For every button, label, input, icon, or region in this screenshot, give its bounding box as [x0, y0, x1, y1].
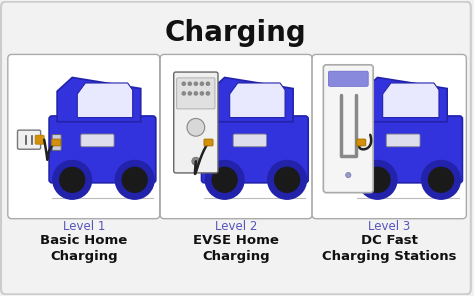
- Polygon shape: [230, 83, 285, 118]
- Circle shape: [422, 160, 460, 199]
- Circle shape: [60, 167, 85, 192]
- Circle shape: [358, 160, 397, 199]
- FancyBboxPatch shape: [173, 72, 218, 173]
- FancyBboxPatch shape: [233, 134, 266, 147]
- Polygon shape: [210, 78, 293, 122]
- Polygon shape: [362, 78, 447, 122]
- FancyBboxPatch shape: [204, 139, 213, 146]
- Circle shape: [428, 167, 454, 192]
- Circle shape: [268, 160, 307, 199]
- FancyBboxPatch shape: [201, 116, 308, 183]
- Circle shape: [188, 82, 191, 85]
- FancyBboxPatch shape: [52, 135, 61, 150]
- Text: EVSE Home
Charging: EVSE Home Charging: [193, 234, 279, 263]
- Text: Charging: Charging: [165, 19, 307, 46]
- FancyBboxPatch shape: [52, 139, 61, 146]
- FancyBboxPatch shape: [354, 116, 463, 183]
- Text: Level 2: Level 2: [215, 220, 257, 233]
- Text: Level 1: Level 1: [63, 220, 105, 233]
- Polygon shape: [77, 83, 133, 118]
- Circle shape: [192, 157, 200, 165]
- Circle shape: [274, 167, 300, 192]
- FancyBboxPatch shape: [357, 135, 366, 150]
- Circle shape: [206, 92, 210, 95]
- Circle shape: [194, 82, 198, 85]
- FancyBboxPatch shape: [177, 78, 215, 109]
- Circle shape: [201, 82, 203, 85]
- FancyBboxPatch shape: [1, 2, 471, 294]
- FancyBboxPatch shape: [386, 134, 420, 147]
- Circle shape: [187, 118, 205, 136]
- Circle shape: [206, 82, 210, 85]
- Circle shape: [182, 82, 185, 85]
- Circle shape: [115, 160, 154, 199]
- Circle shape: [205, 160, 244, 199]
- Circle shape: [212, 167, 237, 192]
- Polygon shape: [57, 78, 141, 122]
- Circle shape: [201, 92, 203, 95]
- FancyBboxPatch shape: [49, 116, 156, 183]
- Polygon shape: [383, 83, 439, 118]
- Text: DC Fast
Charging Stations: DC Fast Charging Stations: [322, 234, 456, 263]
- Circle shape: [122, 167, 147, 192]
- FancyBboxPatch shape: [81, 134, 114, 147]
- Circle shape: [188, 92, 191, 95]
- Circle shape: [182, 92, 185, 95]
- Circle shape: [365, 167, 390, 192]
- FancyBboxPatch shape: [8, 54, 160, 219]
- Text: Level 3: Level 3: [368, 220, 410, 233]
- FancyBboxPatch shape: [328, 71, 368, 86]
- FancyBboxPatch shape: [204, 135, 213, 150]
- FancyBboxPatch shape: [18, 130, 41, 149]
- FancyBboxPatch shape: [160, 54, 312, 219]
- Text: Basic Home
Charging: Basic Home Charging: [40, 234, 128, 263]
- Circle shape: [346, 173, 351, 178]
- FancyBboxPatch shape: [356, 139, 365, 146]
- FancyBboxPatch shape: [35, 135, 44, 144]
- Circle shape: [194, 92, 198, 95]
- FancyBboxPatch shape: [323, 65, 373, 193]
- Circle shape: [53, 160, 91, 199]
- FancyBboxPatch shape: [312, 54, 466, 219]
